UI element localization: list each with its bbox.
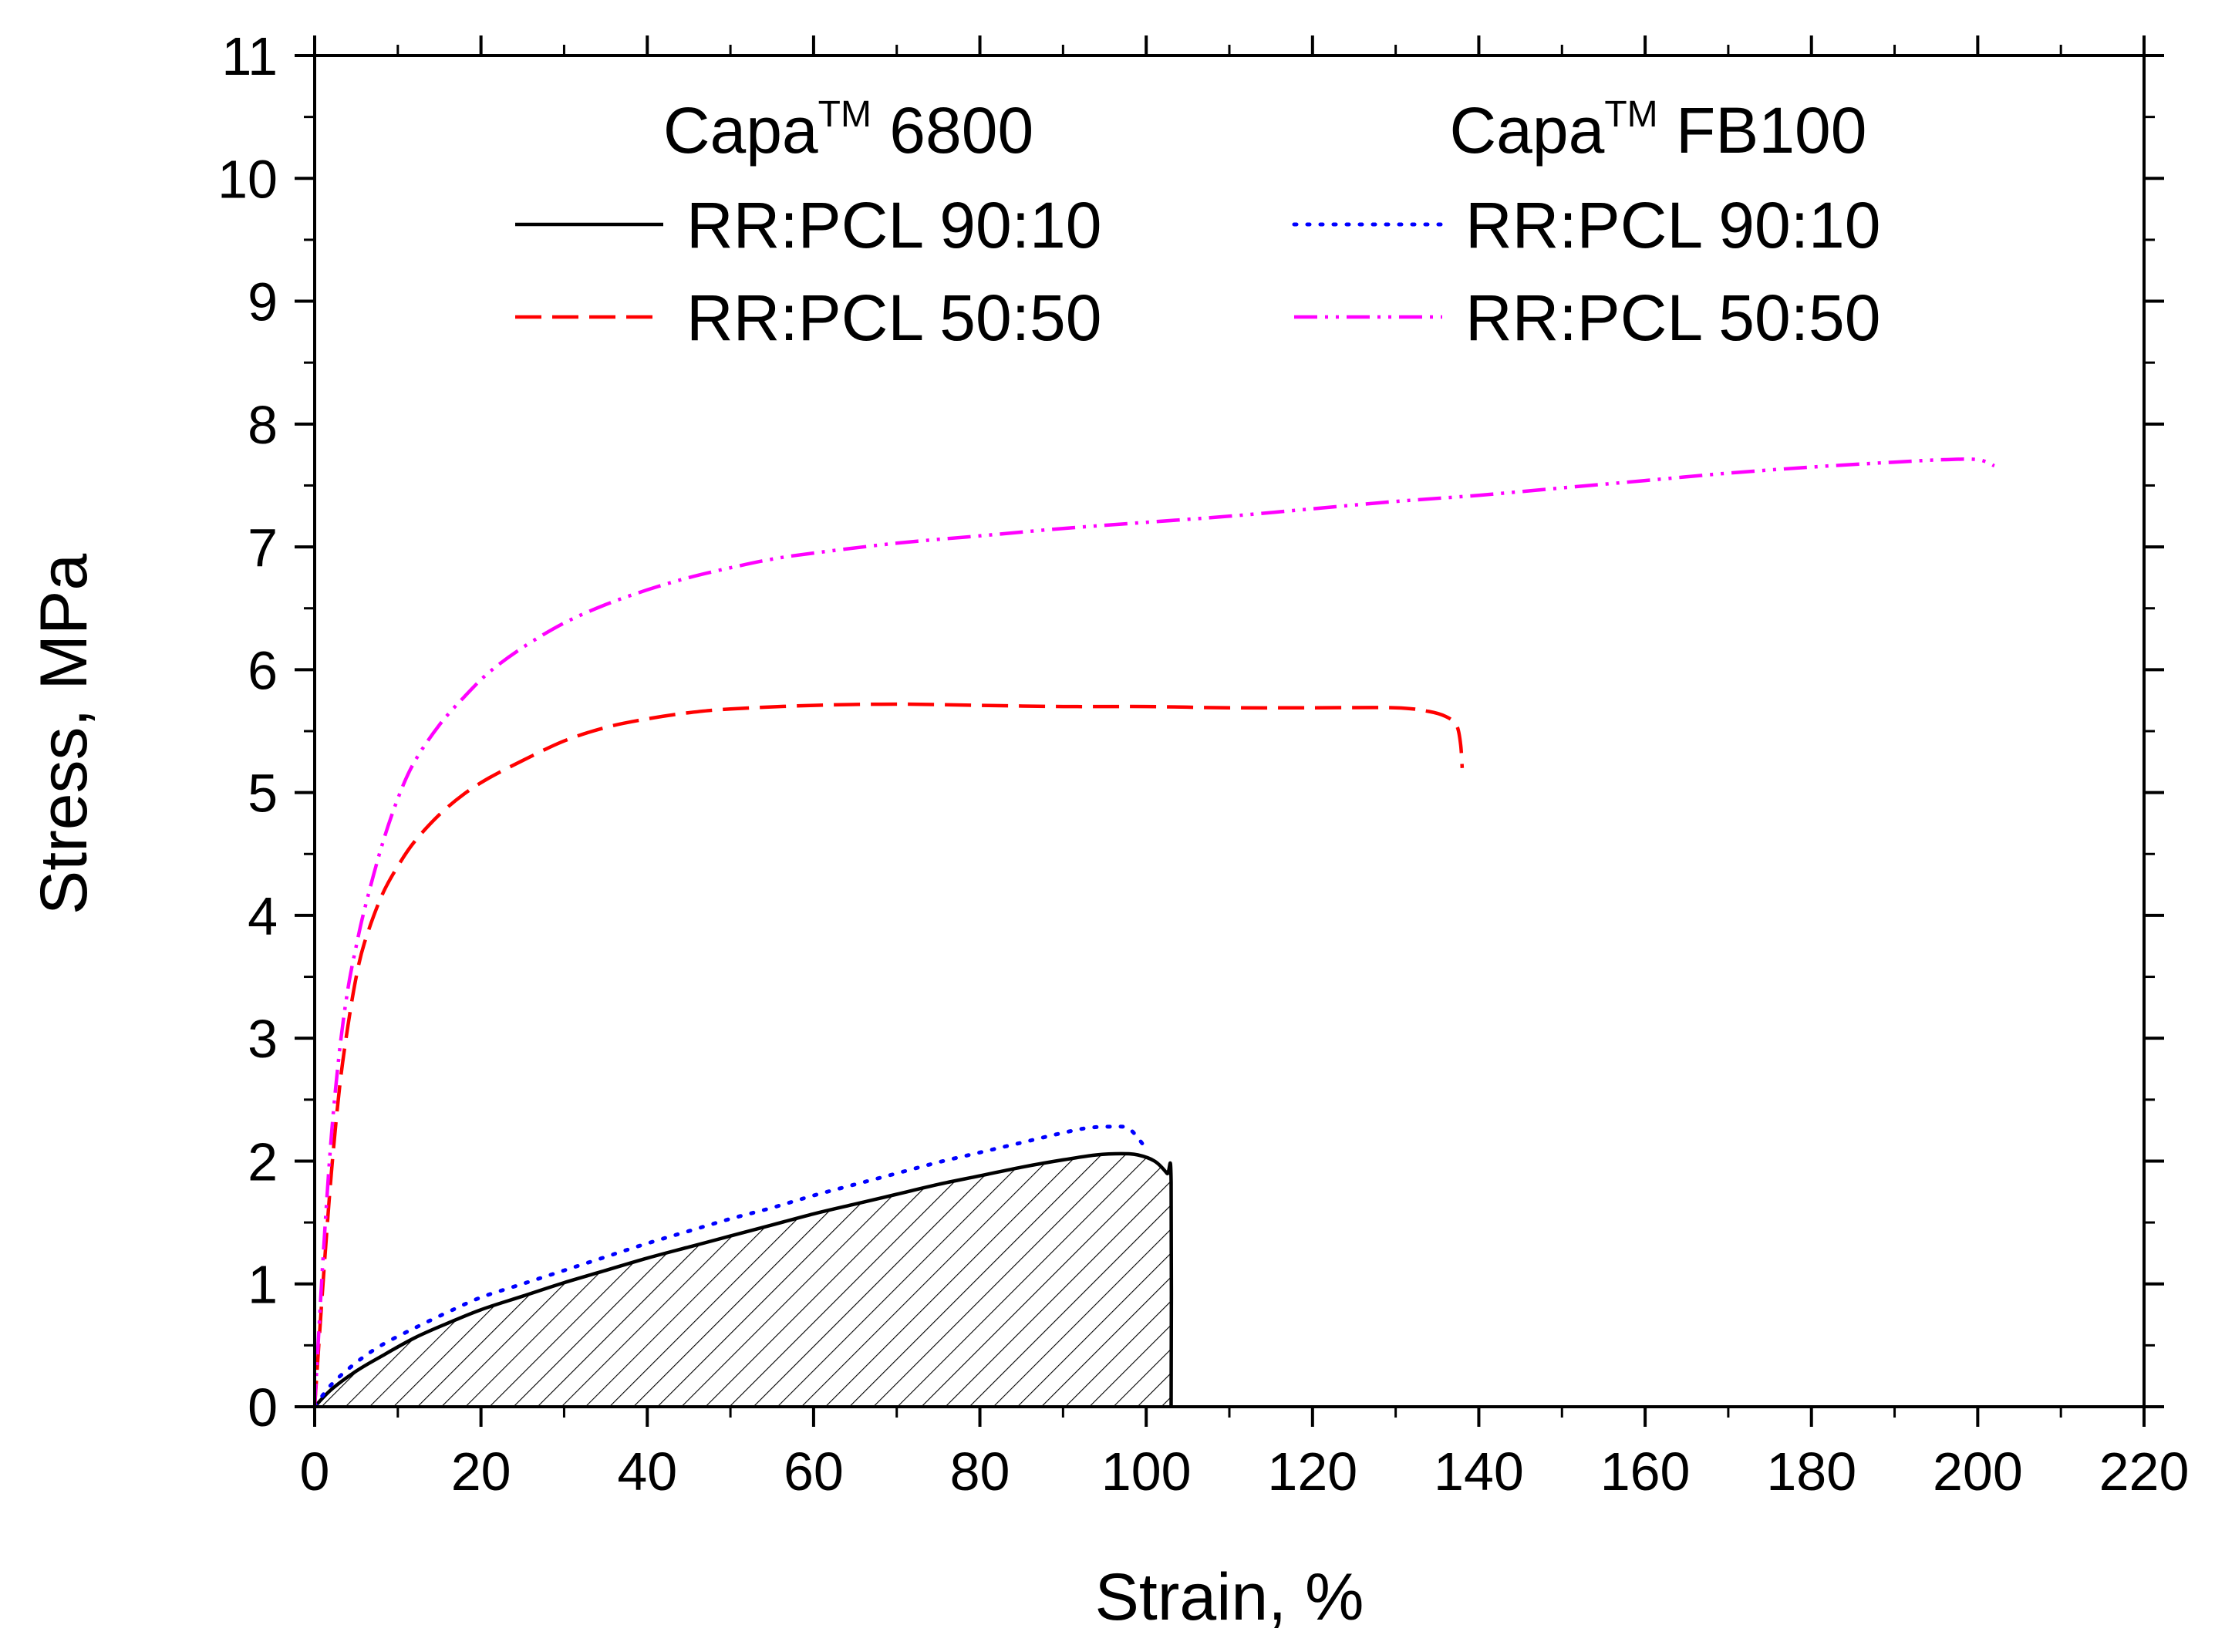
y-tick-label: 1 xyxy=(248,1255,278,1315)
y-tick-label: 0 xyxy=(248,1377,278,1438)
y-tick-label: 9 xyxy=(248,272,278,332)
y-tick-label: 7 xyxy=(248,518,278,578)
x-tick-label: 100 xyxy=(1101,1441,1192,1502)
series-capa-6800-rr-pcl-90-10-line xyxy=(315,1151,1174,1407)
y-tick-label: 4 xyxy=(248,886,278,946)
x-tick-label: 0 xyxy=(300,1441,330,1502)
series-capa-fb100-rr-pcl-50-50-line xyxy=(315,457,1995,1407)
x-tick-label: 20 xyxy=(451,1441,511,1502)
y-axis-label: Stress, MPa xyxy=(27,554,101,915)
y-tick-label: 11 xyxy=(221,26,278,86)
y-tick-label: 8 xyxy=(248,395,278,455)
y-tick-label: 6 xyxy=(248,640,278,700)
x-tick-label: 160 xyxy=(1600,1441,1691,1502)
y-tick-label: 5 xyxy=(248,764,278,824)
x-tick-label: 140 xyxy=(1434,1441,1524,1502)
legend-label: RR:PCL 90:10 xyxy=(686,189,1102,261)
legend-group-title: CapaTM 6800 xyxy=(663,94,1033,167)
tick-layer xyxy=(295,35,2164,1427)
x-tick-label: 40 xyxy=(617,1441,677,1502)
legend-group-title: CapaTM FB100 xyxy=(1450,94,1867,167)
x-tick-label: 80 xyxy=(950,1441,1010,1502)
legend: CapaTM 6800 RR:PCL 90:10 RR:PCL 50:50 CapaT… xyxy=(515,94,1881,354)
tick-label-layer: 0 20 40 60 80 100 120 140 160 180 200 220 0 1 2 3 4 5 6 7 8 9… xyxy=(217,26,2189,1502)
x-tick-label: 220 xyxy=(2099,1441,2190,1502)
series-layer xyxy=(315,457,1995,1407)
legend-label: RR:PCL 90:10 xyxy=(1465,189,1881,261)
x-axis-label: Strain, % xyxy=(1095,1560,1364,1634)
x-tick-label: 120 xyxy=(1267,1441,1357,1502)
x-tick-label: 180 xyxy=(1766,1441,1856,1502)
y-tick-label: 10 xyxy=(217,149,278,209)
series-capa-6800-rr-pcl-90-10-hatched-area xyxy=(315,1153,1172,1407)
legend-label: RR:PCL 50:50 xyxy=(686,282,1102,354)
y-tick-label: 2 xyxy=(248,1131,278,1192)
x-tick-label: 200 xyxy=(1933,1441,2023,1502)
legend-label: RR:PCL 50:50 xyxy=(1465,282,1881,354)
y-tick-label: 3 xyxy=(248,1009,278,1069)
fill-layer xyxy=(315,1153,1172,1407)
x-tick-label: 60 xyxy=(784,1441,844,1502)
